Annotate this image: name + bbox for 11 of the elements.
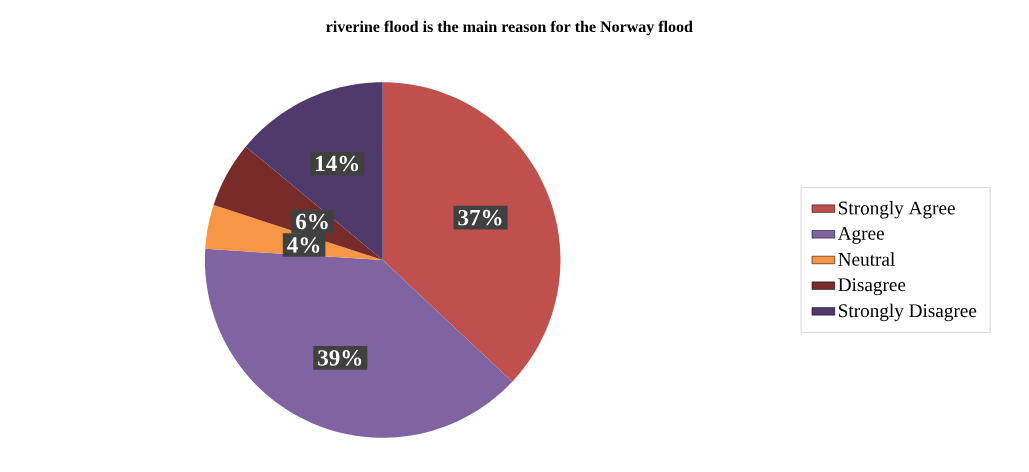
data-label: 6% <box>296 213 328 230</box>
legend-label: Strongly Disagree <box>838 303 977 322</box>
data-label: 39% <box>318 350 362 366</box>
legend-label: Strongly Agree <box>838 200 955 219</box>
legend-label: Disagree <box>838 278 906 296</box>
data-label: 4% <box>287 237 320 253</box>
data-label: 14% <box>316 155 359 172</box>
legend-label: Neutral <box>838 252 895 266</box>
chart-title: riverine flood is the main reason for the Norway flood <box>326 20 693 36</box>
data-label: 37% <box>458 209 502 226</box>
legend-label: Agree <box>837 226 884 244</box>
